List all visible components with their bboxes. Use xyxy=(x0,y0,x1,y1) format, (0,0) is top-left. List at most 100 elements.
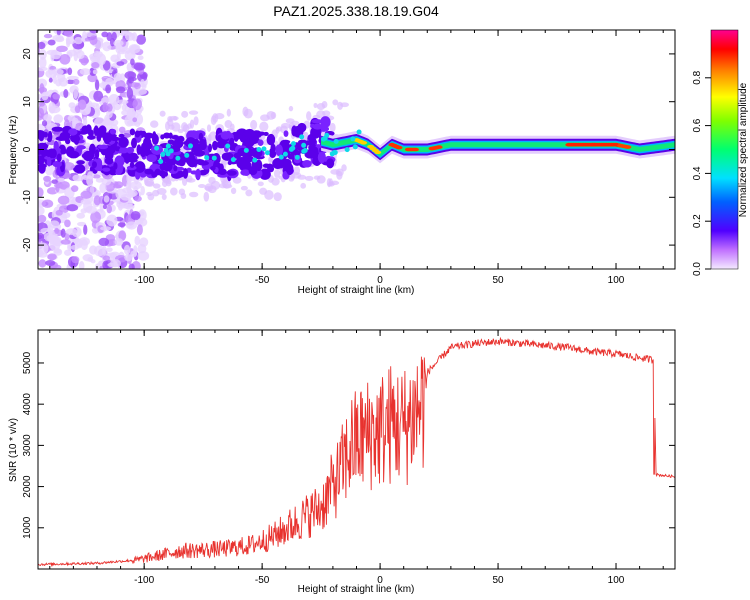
band-peak xyxy=(374,150,382,155)
noise-blob xyxy=(110,54,120,63)
band-blob xyxy=(119,146,129,154)
band-blob-bright xyxy=(301,142,307,148)
noise-blob xyxy=(88,102,99,108)
noise-blob xyxy=(99,183,107,194)
band-blob xyxy=(104,154,113,160)
noise-blob xyxy=(39,83,45,95)
noise-blob xyxy=(105,77,114,87)
noise-blob xyxy=(303,131,309,137)
noise-blob xyxy=(128,189,138,197)
noise-blob xyxy=(38,187,44,198)
snr-axes: -100 -50 0 50 100 1000 2000 3000 4000 5000 xyxy=(22,330,675,586)
band-blob-bright xyxy=(299,134,305,140)
band-blob xyxy=(305,152,313,159)
band-blob xyxy=(144,147,151,157)
band-blob-bright xyxy=(187,143,193,149)
noise-blob xyxy=(47,39,56,46)
noise-blob xyxy=(43,33,53,39)
noise-blob xyxy=(38,41,46,50)
spectrogram-frame xyxy=(37,29,676,270)
noise-blob xyxy=(270,111,277,120)
noise-blob xyxy=(159,110,166,117)
noise-blob xyxy=(180,192,187,200)
noise-blob xyxy=(117,222,126,228)
noise-blob xyxy=(313,175,321,180)
noise-blob xyxy=(260,114,270,122)
band-blob xyxy=(139,165,145,172)
band-blob xyxy=(326,158,335,169)
band-blob xyxy=(269,150,277,159)
noise-blob xyxy=(170,187,178,196)
snr-x-tick-label: -50 xyxy=(255,575,270,586)
noise-blob xyxy=(124,71,137,80)
noise-blob xyxy=(245,189,253,197)
band-blob xyxy=(113,162,118,170)
colorbar-tick-label: 0.8 xyxy=(692,70,703,84)
band-blob-bright xyxy=(225,143,231,149)
band-blob xyxy=(320,116,331,128)
band-blob-bright xyxy=(252,157,258,163)
band-blob xyxy=(233,134,244,139)
band-blob xyxy=(297,122,307,133)
noise-blob xyxy=(291,120,300,126)
noise-blob xyxy=(106,204,113,214)
band-blob xyxy=(221,152,234,161)
noise-blob xyxy=(297,174,307,180)
noise-blob xyxy=(134,235,141,246)
noise-blob xyxy=(60,228,66,238)
band-blob xyxy=(47,137,52,143)
band-blob xyxy=(76,160,85,165)
spectrogram-y-tick-label: 0 xyxy=(22,146,33,152)
noise-blob xyxy=(46,49,58,56)
band-blob xyxy=(236,157,248,169)
spectrogram-y-tick-label: 20 xyxy=(22,48,33,60)
band-blob xyxy=(173,165,178,172)
band-blob xyxy=(95,149,100,160)
band-blob xyxy=(118,133,125,138)
noise-blob xyxy=(137,251,150,261)
band-blob xyxy=(160,134,165,140)
band-blob xyxy=(96,127,107,138)
noise-blob xyxy=(153,183,161,189)
spectrogram-x-tick-label: 100 xyxy=(608,275,625,286)
noise-blob xyxy=(83,224,88,235)
noise-blob xyxy=(293,166,301,176)
spectrogram-x-tick-label: -100 xyxy=(134,275,154,286)
noise-blob xyxy=(77,221,87,227)
band-blob xyxy=(151,133,159,145)
noise-blob xyxy=(93,245,106,257)
noise-blob xyxy=(214,113,225,120)
snr-x-tick-label: 0 xyxy=(377,575,383,586)
noise-blob xyxy=(147,193,155,201)
band-blob xyxy=(146,154,158,163)
colorbar-tick-label: 0.4 xyxy=(692,166,703,180)
noise-blob xyxy=(113,184,122,189)
noise-blob xyxy=(108,94,120,106)
band-blob xyxy=(124,158,130,164)
band-blob xyxy=(168,132,173,139)
noise-blob xyxy=(141,83,147,90)
noise-blob xyxy=(124,203,135,210)
noise-blob xyxy=(46,187,59,195)
band-blob xyxy=(191,147,202,154)
colorbar: 0.0 0.2 0.4 0.6 0.8 Normalized spectral ampl… xyxy=(692,29,749,276)
band-blob xyxy=(39,156,45,165)
snr-x-tick-label: 100 xyxy=(608,575,625,586)
band-blob xyxy=(134,130,141,138)
noise-blob xyxy=(79,68,91,76)
noise-blob xyxy=(91,62,100,69)
noise-blob xyxy=(64,232,70,241)
noise-blob xyxy=(41,91,49,101)
noise-blob xyxy=(49,220,60,229)
band-blob xyxy=(244,128,256,139)
noise-blob xyxy=(106,214,118,227)
noise-blob xyxy=(206,124,212,132)
band-blob xyxy=(171,139,184,149)
noise-blob xyxy=(98,237,110,247)
snr-x-label: Height of straight line (km) xyxy=(298,584,415,595)
band-peak xyxy=(435,145,443,149)
noise-blob xyxy=(106,247,113,253)
spectrogram-x-tick-label: 0 xyxy=(377,275,383,286)
